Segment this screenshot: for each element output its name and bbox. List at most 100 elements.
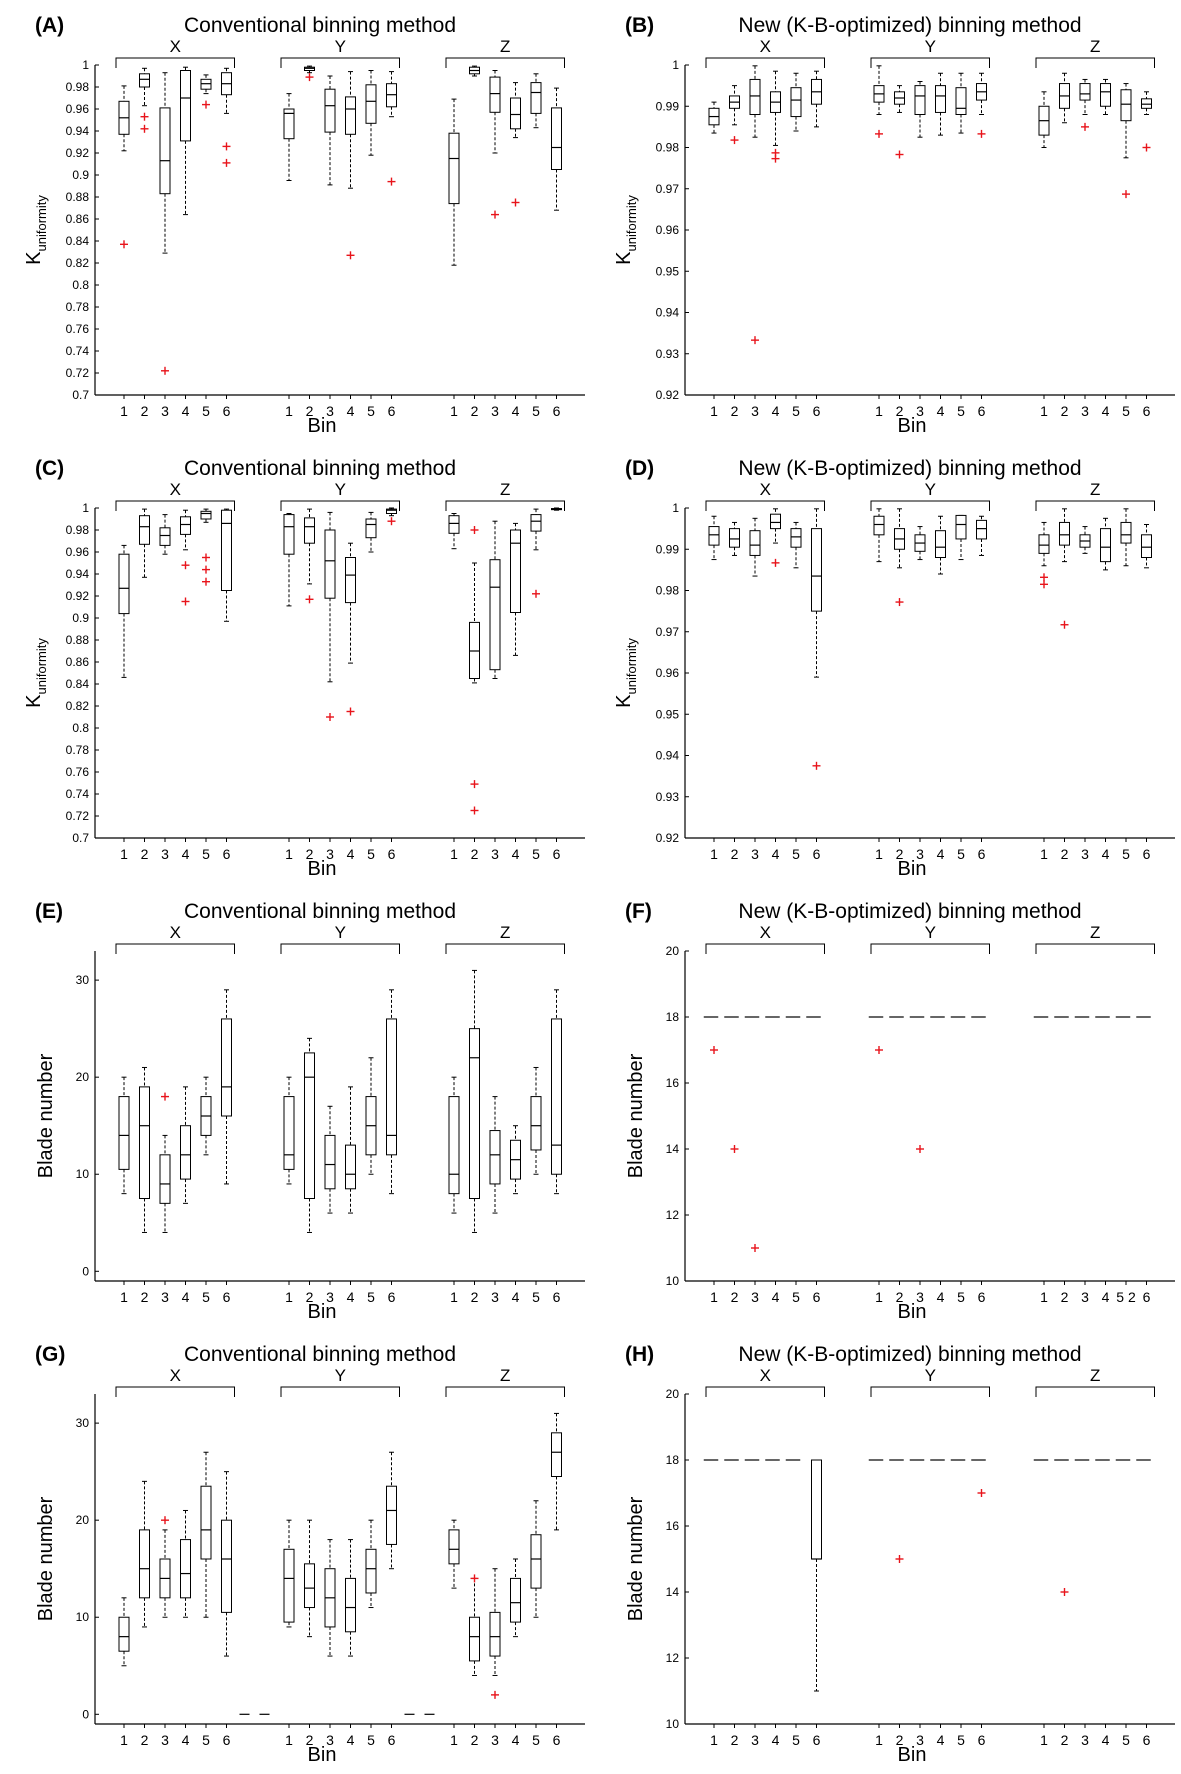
x-tick-label: 4: [512, 1289, 520, 1305]
x-tick-label: 1: [875, 1289, 883, 1305]
box: [180, 516, 191, 535]
y-tick-label: 0.98: [656, 141, 680, 155]
x-tick-label: 5: [202, 846, 210, 862]
y-tick-label: 0.76: [66, 765, 90, 779]
y-tick-label: 0.9: [72, 611, 89, 625]
outlier-marker: [1122, 190, 1130, 199]
x-tick-label: 5: [532, 846, 540, 862]
y-tick-label: 18: [666, 1453, 680, 1467]
group-bracket: [870, 57, 990, 68]
chart-title: New (K-B-optimized) binning method: [738, 457, 1081, 480]
box: [790, 87, 802, 118]
x-tick-label: 4: [937, 846, 945, 862]
y-tick-label: 0.92: [656, 388, 680, 402]
x-tick-label: 5: [1122, 846, 1130, 862]
outlier-marker: [916, 1145, 924, 1153]
x-tick-label: 5: [532, 1289, 540, 1305]
box: [1141, 98, 1152, 109]
box: [749, 530, 761, 556]
outlier-marker: [120, 240, 128, 249]
box: [510, 97, 521, 130]
outlier-marker: [875, 1046, 883, 1054]
x-tick-label: 1: [120, 1289, 128, 1305]
box: [1038, 534, 1050, 554]
outlier-marker: [202, 565, 210, 574]
box: [1079, 83, 1091, 101]
panel-id: (G): [35, 1343, 65, 1366]
x-tick-label: 1: [710, 403, 718, 419]
box: [811, 528, 822, 612]
x-tick-label: 1: [710, 1289, 718, 1305]
chart-title: Conventional binning method: [184, 457, 456, 480]
chart-panel: (G) Conventional binning method 0 10 20 30 Bla…: [0, 1329, 590, 1772]
box: [955, 87, 967, 115]
y-tick-label: 12: [666, 1651, 680, 1665]
box: [510, 529, 521, 613]
box: [324, 529, 336, 599]
y-tick-label: 0.8: [72, 721, 89, 735]
x-tick-label: 6: [1143, 1289, 1151, 1305]
y-tick-label: 0.88: [66, 190, 90, 204]
x-tick-label: 5: [792, 846, 800, 862]
x-tick-label: 6: [223, 1732, 231, 1748]
x-tick-label: 4: [347, 846, 355, 862]
outlier-marker: [346, 707, 355, 716]
outlier-marker: [346, 251, 355, 260]
chart-svg: (G) Conventional binning method 0 10 20 30 Bla…: [35, 1343, 585, 1766]
x-tick-label: 1: [875, 846, 883, 862]
x-tick-label: 5: [792, 403, 800, 419]
x-tick-label: 1: [285, 1289, 293, 1305]
y-tick-label: 0.95: [656, 707, 680, 721]
box: [790, 528, 802, 548]
y-tick-label: 0.96: [656, 223, 680, 237]
box: [530, 514, 542, 532]
x-tick-label: 3: [751, 846, 759, 862]
panel-id: (C): [35, 457, 64, 480]
box: [200, 1485, 212, 1560]
y-tick-label: 16: [666, 1076, 680, 1090]
y-tick-label: 0.74: [66, 787, 90, 801]
box: [386, 508, 397, 514]
y-tick-label: 0.82: [66, 256, 90, 270]
group-label: X: [760, 37, 771, 56]
box: [283, 1548, 295, 1623]
y-tick-label: 20: [666, 944, 680, 958]
chart-panel: (D) New (K-B-optimized) binning method 0.9…: [590, 443, 1180, 886]
x-tick-label: 6: [223, 1289, 231, 1305]
y-tick-label: 0.96: [656, 666, 680, 680]
chart-svg: (H) New (K-B-optimized) binning method 10 1…: [625, 1343, 1175, 1766]
box: [200, 510, 212, 520]
y-axis-label: Kuniformity: [613, 195, 639, 265]
x-tick-label: 2: [306, 1289, 314, 1305]
x-tick-label: 3: [916, 846, 924, 862]
x-tick-label: 6: [1143, 1732, 1151, 1748]
group-bracket: [870, 1386, 990, 1397]
box: [469, 1028, 480, 1199]
group-label: Z: [1090, 480, 1100, 499]
x-tick-label: 5: [202, 1732, 210, 1748]
x-tick-label: 5: [367, 403, 375, 419]
box: [159, 107, 171, 195]
x-tick-label: 2: [731, 1732, 739, 1748]
x-axis-label: Bin: [898, 1301, 927, 1323]
y-tick-label: 0.86: [66, 655, 90, 669]
box: [551, 1018, 562, 1175]
y-tick-label: 0.96: [66, 102, 90, 116]
x-axis-label: Bin: [308, 858, 337, 880]
x-tick-label: 3: [1081, 846, 1089, 862]
outlier-marker: [1060, 1588, 1069, 1596]
group-label: Z: [500, 923, 510, 942]
x-tick-label: 6: [978, 1732, 986, 1748]
y-tick-label: 30: [76, 1416, 90, 1430]
box: [1100, 83, 1111, 107]
box: [530, 82, 542, 114]
y-axis-label-text: Blade number: [35, 1496, 57, 1621]
outlier-marker: [895, 1555, 904, 1563]
x-tick-label: 4: [182, 846, 190, 862]
y-tick-label: 20: [76, 1070, 90, 1084]
outlier-marker: [730, 136, 739, 145]
x-tick-label: 3: [161, 1732, 169, 1748]
box: [708, 526, 720, 546]
x-tick-label: 2: [731, 403, 739, 419]
x-tick-label: 2: [731, 846, 739, 862]
